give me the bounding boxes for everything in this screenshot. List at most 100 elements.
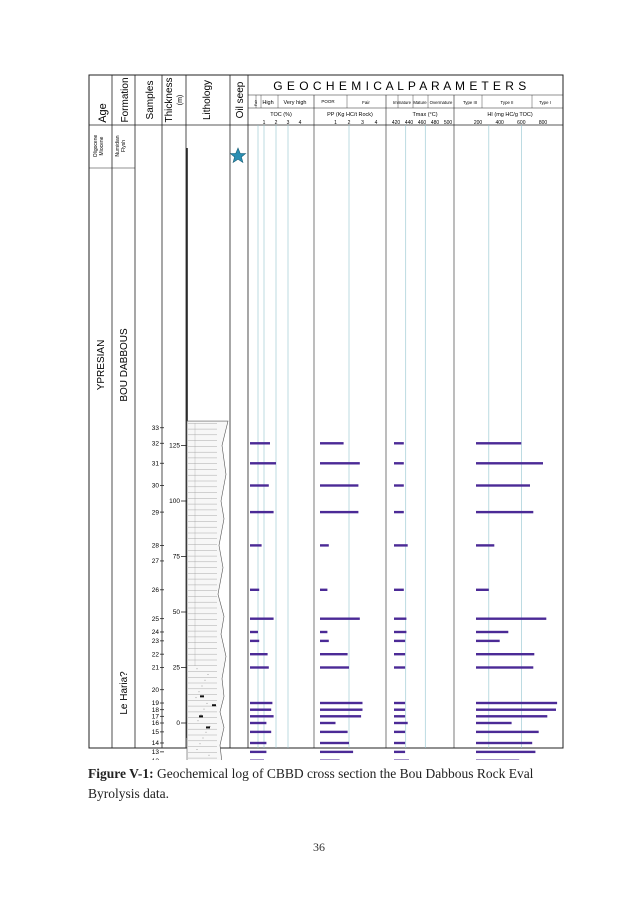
toc-bar (250, 741, 267, 745)
tmax-bar (394, 630, 407, 634)
pp-bar (320, 639, 329, 643)
thickness-tick-label: 125 (169, 443, 180, 450)
formation-column: Numidian Flysh BOU DABBOUS Le Haria? (115, 135, 130, 714)
tmax-bar (394, 750, 406, 754)
chert-nodule (212, 704, 216, 707)
marl-dot (204, 679, 206, 681)
tmax-tick-label: 500 (444, 120, 453, 126)
tmax-cat-mature: Mature (413, 100, 427, 105)
hi-tick-label: 400 (495, 120, 504, 126)
lithology-header: Lithology (202, 80, 213, 120)
column-dividers (89, 75, 563, 748)
age-header: Age (97, 103, 109, 123)
geochemical-log-figure: Age Formation Samples Thickness (m) Lith… (88, 74, 564, 760)
hi-bar (476, 442, 522, 445)
toc-bar (250, 666, 269, 669)
chert-nodule (199, 715, 203, 718)
hi-bar (476, 750, 536, 754)
marl-dot (202, 737, 204, 739)
pp-bar (320, 759, 340, 760)
tmax-tick-label: 480 (431, 120, 440, 126)
marl-dot (196, 668, 198, 670)
sample-label: 24 (152, 629, 160, 636)
marl-dot (198, 691, 200, 693)
age-top-line1: Oligocene (93, 135, 99, 158)
hi-tick-label: 600 (517, 120, 526, 126)
pp-bar (320, 442, 344, 445)
hi-bar (476, 617, 547, 620)
hi-bar (476, 741, 533, 745)
pp-bar (320, 617, 360, 620)
caption-text: Geochemical log of CBBD cross section th… (88, 766, 534, 801)
toc-tick-label: 2 (275, 120, 278, 126)
pp-bar (320, 588, 328, 591)
pp-bar (320, 630, 328, 634)
toc-bar (250, 701, 273, 705)
hi-bar (476, 653, 535, 656)
sample-label: 14 (152, 740, 160, 747)
lithology-column (186, 148, 229, 760)
hi-cat-type2: Type II (501, 100, 514, 105)
figure-caption: Figure V-1: Geochemical log of CBBD cros… (88, 764, 568, 804)
geochem-subheaders: Fair High Very high TOC (%) POOR Fair PP… (254, 99, 551, 118)
pp-bar (320, 544, 329, 547)
toc-bar (250, 462, 276, 465)
pp-bar (320, 708, 363, 711)
sample-label: 27 (152, 558, 160, 565)
toc-bar (250, 510, 274, 514)
tmax-bar (394, 708, 406, 711)
sample-label: 12 (152, 758, 160, 760)
sample-label: 13 (152, 749, 160, 756)
toc-bar (250, 617, 274, 620)
toc-bar (250, 544, 262, 547)
sample-label: 16 (152, 720, 160, 727)
tmax-bar (394, 588, 404, 591)
tmax-bar (394, 544, 408, 547)
hi-bar (476, 462, 543, 465)
toc-tick-label: 4 (299, 120, 302, 126)
pp-bar (320, 701, 363, 705)
sample-label: 33 (152, 425, 160, 432)
geochem-title: G E O C H E M I C A L P A R A M E T E R … (273, 79, 526, 93)
hi-tick-label: 800 (539, 120, 548, 126)
marl-dot (203, 708, 205, 710)
toc-bar (250, 630, 258, 634)
pp-bar (320, 721, 336, 725)
toc-cat-high: High (262, 100, 273, 106)
toc-bar (250, 639, 260, 643)
pp-cat-fair: Fair (362, 100, 370, 105)
geochem-tick-labels: 1 2 3 4 1 2 3 4 420 440 460 480 500 200 400 600 800 (263, 120, 548, 126)
hi-label: HI (mg HC/g TOC) (487, 112, 532, 118)
tmax-bar (394, 715, 406, 718)
sample-label: 21 (152, 665, 160, 672)
tmax-bar (394, 462, 404, 465)
hi-bar (476, 484, 530, 487)
toc-cat-veryhigh: Very high (284, 100, 307, 106)
tmax-bar (394, 442, 404, 445)
sample-label: 23 (152, 638, 160, 645)
sample-label: 28 (152, 543, 160, 550)
marl-dot (197, 720, 199, 722)
figure-frame (88, 74, 564, 749)
tmax-cat-overmature: Overmature (430, 100, 453, 105)
tmax-bar (394, 484, 404, 487)
column-headers: Age Formation Samples Thickness (m) Lith… (97, 77, 526, 123)
chert-nodule (206, 726, 210, 729)
pp-tick-label: 1 (334, 120, 337, 126)
formation-header: Formation (120, 77, 131, 122)
marl-dot (207, 674, 209, 675)
marl-dot (196, 749, 198, 750)
toc-bar (250, 759, 264, 760)
sample-label: 29 (152, 509, 160, 516)
hi-bar (476, 666, 534, 669)
age-column: Oligocene Miocene YPRESIAN (93, 135, 107, 391)
formation-top-line1: Numidian (115, 135, 121, 156)
pp-bar (320, 750, 354, 754)
toc-bar (250, 715, 274, 718)
thickness-tick-label: 50 (173, 609, 181, 616)
formation-bou-dabbous: BOU DABBOUS (119, 328, 130, 402)
pp-bar (320, 730, 348, 734)
toc-bar (250, 750, 267, 754)
pp-bar (320, 510, 359, 514)
pp-bar (320, 484, 359, 487)
